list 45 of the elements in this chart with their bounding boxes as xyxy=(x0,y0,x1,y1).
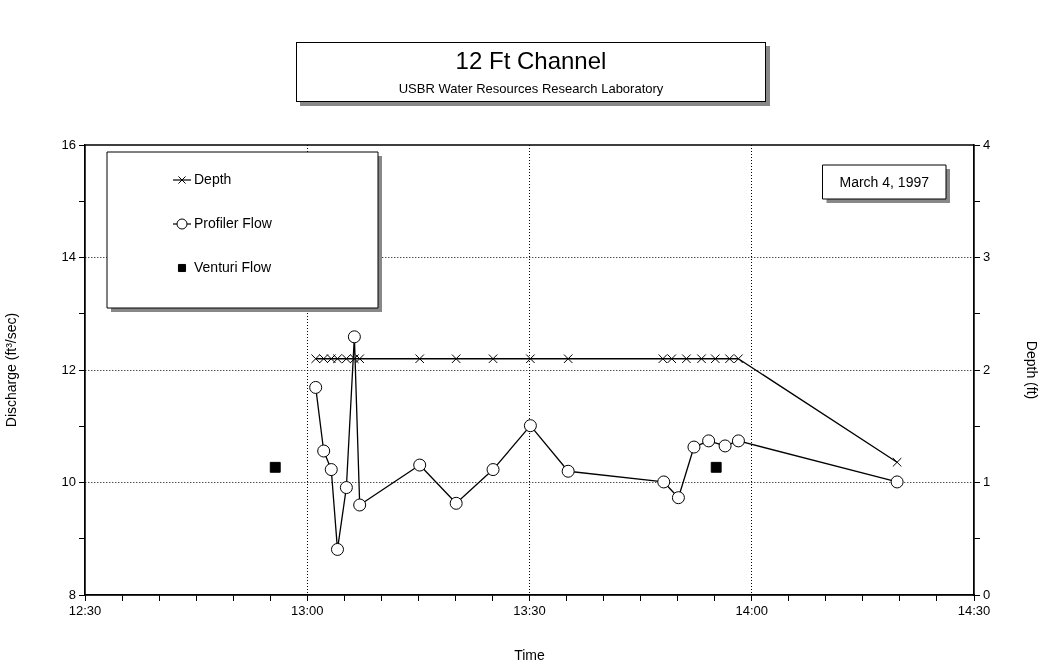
point xyxy=(687,440,701,454)
x-tick-label: 12:30 xyxy=(68,603,102,619)
y-tick-label: 16 xyxy=(61,136,76,152)
y2-axis-title: Depth (ft) xyxy=(1023,340,1040,400)
point xyxy=(671,491,685,505)
legend-label: Profiler Flow xyxy=(194,214,273,231)
y2-tick-label: 0 xyxy=(983,586,991,602)
chart-title: 12 Ft Channel xyxy=(454,47,608,75)
x-tick-label: 13:30 xyxy=(513,603,546,619)
y-tick-label: 10 xyxy=(61,474,76,490)
annotation: March 4, 1997 xyxy=(839,173,930,190)
y-tick-label: 12 xyxy=(61,361,76,377)
legend-label: Venturi Flow xyxy=(194,258,272,275)
x-tick-label: 14:00 xyxy=(735,603,769,619)
y2-tick-label: 3 xyxy=(983,249,991,265)
y-tick-label: 8 xyxy=(68,586,76,602)
point xyxy=(718,439,732,453)
y2-tick-label: 2 xyxy=(983,361,991,377)
x-tick-label: 13:00 xyxy=(290,603,324,619)
point xyxy=(339,481,353,495)
point xyxy=(710,461,722,473)
point xyxy=(890,475,904,489)
point xyxy=(330,542,344,556)
point xyxy=(413,458,427,472)
point xyxy=(347,330,361,344)
point xyxy=(449,496,463,510)
point xyxy=(269,461,281,473)
y2-tick-label: 1 xyxy=(983,474,991,490)
point xyxy=(657,475,671,489)
point xyxy=(353,498,367,512)
point xyxy=(523,419,537,433)
point xyxy=(731,434,745,448)
point xyxy=(324,463,338,477)
point xyxy=(561,464,575,478)
point xyxy=(309,380,323,394)
point xyxy=(317,444,331,458)
chart-subtitle: USBR Water Resources Research Laboratory xyxy=(397,81,665,96)
point xyxy=(486,463,500,477)
legend-label: Depth xyxy=(194,170,232,187)
y-tick-label: 14 xyxy=(61,249,76,265)
y-axis-title: Discharge (ft³/sec) xyxy=(3,312,20,428)
x-axis-title: Time xyxy=(514,647,546,664)
point xyxy=(702,434,716,448)
y2-tick-label: 4 xyxy=(983,136,991,152)
x-tick-label: 14:30 xyxy=(957,603,991,619)
